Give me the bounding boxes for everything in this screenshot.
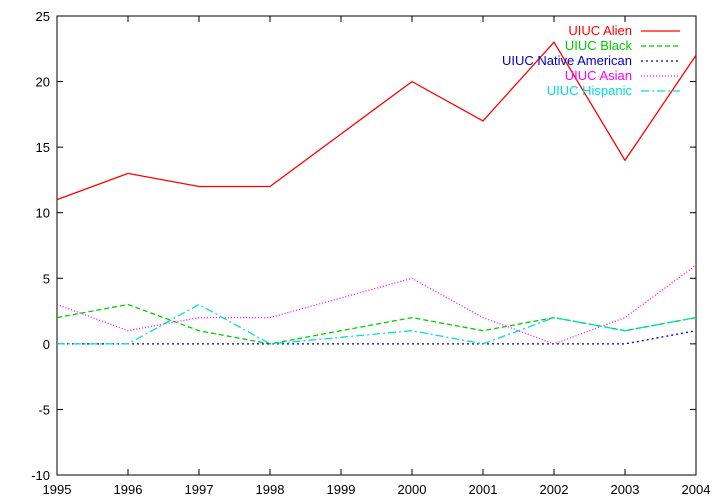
legend-label: UIUC Black xyxy=(565,38,633,53)
y-tick-label: 0 xyxy=(43,337,50,352)
y-tick-label: 5 xyxy=(43,271,50,286)
x-tick-label: 2002 xyxy=(540,482,569,497)
x-tick-label: 1996 xyxy=(114,482,143,497)
x-tick-label: 1998 xyxy=(256,482,285,497)
y-tick-label: -10 xyxy=(31,468,50,483)
series-line-5 xyxy=(57,303,697,345)
x-tick-label: 2003 xyxy=(611,482,640,497)
series-line-4 xyxy=(56,264,697,345)
axes: -10 -5 0 5 10 15 20 25 1995 1996 1997 1998 1999 2000 2… xyxy=(31,9,710,497)
y-tick-label: 15 xyxy=(36,140,50,155)
series-line-1 xyxy=(56,41,697,201)
x-tick-label: 1995 xyxy=(43,482,72,497)
x-tick-label: 2004 xyxy=(682,482,711,497)
legend-label: UIUC Native American xyxy=(502,53,632,68)
y-tick-label: 10 xyxy=(36,206,50,221)
legend-label: UIUC Hispanic xyxy=(547,83,633,98)
series-lines xyxy=(56,41,697,345)
plot-frame xyxy=(56,15,697,476)
legend-label: UIUC Asian xyxy=(565,68,632,83)
series-line-2 xyxy=(56,303,697,345)
x-tick-label: 2001 xyxy=(469,482,498,497)
y-tick-label: -5 xyxy=(38,402,50,417)
x-tick-label: 1997 xyxy=(185,482,214,497)
legend-label: UIUC Alien xyxy=(568,23,632,38)
y-tick-label: 25 xyxy=(36,9,50,24)
x-tick-label: 1999 xyxy=(327,482,356,497)
series-line-3 xyxy=(57,330,697,345)
y-tick-label: 20 xyxy=(36,75,50,90)
x-tick-label: 2000 xyxy=(398,482,427,497)
